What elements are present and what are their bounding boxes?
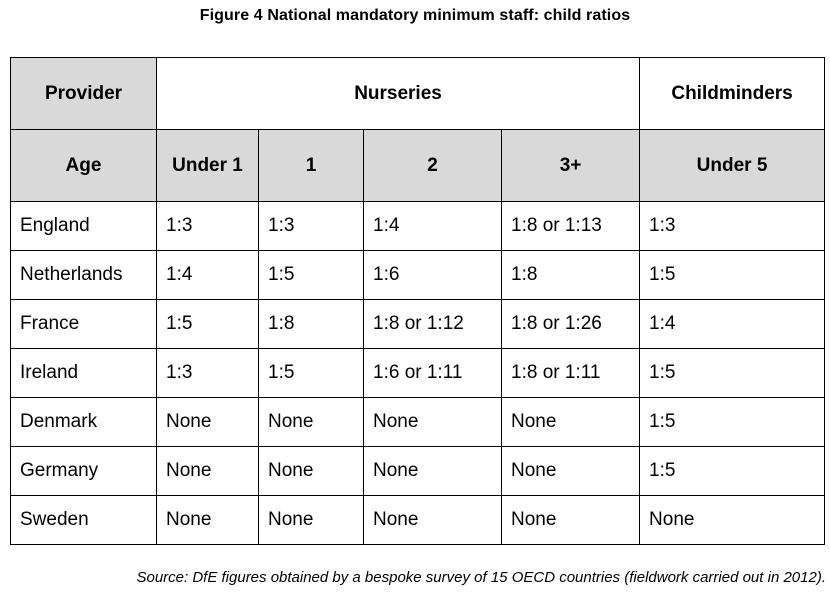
ratio-cell: 1:8 or 1:13 <box>500 201 641 251</box>
ratio-cell: 1:6 <box>363 250 502 300</box>
ratio-cell: None <box>500 397 641 447</box>
ratio-cell: 1:5 <box>156 299 259 349</box>
table-row: Sweden None None None None None <box>10 495 826 545</box>
ratio-cell: 1:5 <box>639 397 826 447</box>
ratio-cell: 1:8 or 1:26 <box>500 299 641 349</box>
country-cell: France <box>10 299 157 349</box>
ratio-cell: None <box>156 397 259 447</box>
ratio-cell: 1:8 <box>258 299 364 349</box>
country-cell: Netherlands <box>10 250 157 300</box>
ratio-cell: 1:3 <box>639 201 826 251</box>
table-row: Germany None None None None 1:5 <box>10 446 826 496</box>
ratio-cell: 1:4 <box>156 250 259 300</box>
ratio-cell: None <box>500 495 641 545</box>
provider-header-row: Provider Nurseries Childminders <box>10 57 826 130</box>
ratio-cell: None <box>363 495 502 545</box>
ratio-cell: 1:8 or 1:11 <box>500 348 641 398</box>
ratio-cell: 1:5 <box>258 348 364 398</box>
age-header-row: Age Under 1 1 2 3+ Under 5 <box>10 129 826 202</box>
ratio-cell: 1:8 <box>500 250 641 300</box>
ratio-cell: None <box>500 446 641 496</box>
country-cell: Denmark <box>10 397 157 447</box>
ratio-cell: 1:5 <box>639 250 826 300</box>
ratio-cell: None <box>363 446 502 496</box>
ratio-cell: 1:5 <box>639 348 826 398</box>
ratio-cell: 1:3 <box>258 201 364 251</box>
childminders-header: Childminders <box>639 57 826 130</box>
ratio-cell: 1:5 <box>639 446 826 496</box>
ratio-cell: 1:5 <box>258 250 364 300</box>
ratios-table: Provider Nurseries Childminders Age Unde… <box>10 57 826 545</box>
age-1-header: 1 <box>258 129 364 202</box>
age-2-header: 2 <box>363 129 502 202</box>
ratio-cell: None <box>258 495 364 545</box>
figure-title: Figure 4 National mandatory minimum staf… <box>199 7 631 24</box>
ratio-cell: 1:3 <box>156 348 259 398</box>
ratio-cell: None <box>363 397 502 447</box>
table-row: England 1:3 1:3 1:4 1:8 or 1:13 1:3 <box>10 201 826 251</box>
nurseries-header: Nurseries <box>155 57 641 130</box>
table-row: France 1:5 1:8 1:8 or 1:12 1:8 or 1:26 1… <box>10 299 826 349</box>
source-note: Source: DfE figures obtained by a bespok… <box>136 569 826 586</box>
country-cell: England <box>10 201 157 251</box>
ratio-cell: 1:4 <box>639 299 826 349</box>
ratio-cell: None <box>156 495 259 545</box>
age-3plus-header: 3+ <box>500 129 641 202</box>
age-header: Age <box>10 129 157 202</box>
ratio-cell: 1:6 or 1:11 <box>363 348 502 398</box>
ratio-cell: 1:3 <box>156 201 259 251</box>
table-row: Netherlands 1:4 1:5 1:6 1:8 1:5 <box>10 250 826 300</box>
age-under-1-header: Under 1 <box>156 129 259 202</box>
ratio-cell: None <box>156 446 259 496</box>
ratio-cell: None <box>258 446 364 496</box>
country-cell: Ireland <box>10 348 157 398</box>
age-under-5-header: Under 5 <box>639 129 826 202</box>
country-cell: Sweden <box>10 495 157 545</box>
ratio-cell: None <box>639 495 826 545</box>
provider-header: Provider <box>10 57 157 130</box>
country-cell: Germany <box>10 446 157 496</box>
table-row: Denmark None None None None 1:5 <box>10 397 826 447</box>
ratio-cell: 1:8 or 1:12 <box>363 299 502 349</box>
table-row: Ireland 1:3 1:5 1:6 or 1:11 1:8 or 1:11 … <box>10 348 826 398</box>
ratio-cell: 1:4 <box>363 201 502 251</box>
ratio-cell: None <box>258 397 364 447</box>
